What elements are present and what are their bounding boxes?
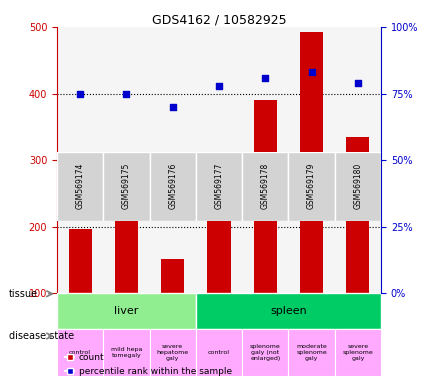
FancyBboxPatch shape [242, 329, 289, 376]
Bar [161, 259, 184, 360]
Point [215, 83, 223, 89]
FancyBboxPatch shape [196, 293, 381, 329]
Text: GSM569175: GSM569175 [122, 163, 131, 209]
FancyBboxPatch shape [57, 293, 196, 329]
Text: control: control [208, 350, 230, 355]
FancyBboxPatch shape [196, 152, 242, 221]
Text: GSM569179: GSM569179 [307, 163, 316, 209]
FancyBboxPatch shape [149, 152, 196, 221]
FancyBboxPatch shape [57, 152, 381, 221]
Text: severe
hepatome
galy: severe hepatome galy [157, 344, 189, 361]
Bar [346, 137, 370, 360]
Legend: count, percentile rank within the sample: count, percentile rank within the sample [61, 350, 235, 379]
Point [123, 91, 130, 97]
FancyBboxPatch shape [149, 329, 196, 376]
FancyBboxPatch shape [57, 152, 103, 221]
FancyBboxPatch shape [103, 329, 149, 376]
Text: mild hepa
tomegaly: mild hepa tomegaly [111, 347, 142, 358]
Bar [300, 32, 323, 360]
FancyBboxPatch shape [335, 152, 381, 221]
FancyBboxPatch shape [57, 329, 103, 376]
Text: GSM569180: GSM569180 [353, 163, 362, 209]
Bar [68, 229, 92, 360]
Bar [254, 100, 277, 360]
FancyBboxPatch shape [289, 152, 335, 221]
FancyBboxPatch shape [289, 329, 335, 376]
FancyBboxPatch shape [242, 152, 289, 221]
Text: disease state: disease state [9, 331, 74, 341]
Point [169, 104, 176, 110]
FancyBboxPatch shape [335, 329, 381, 376]
Text: tissue: tissue [9, 289, 38, 299]
Text: moderate
splenome
galy: moderate splenome galy [296, 344, 327, 361]
Text: splenome
galy (not
enlarged): splenome galy (not enlarged) [250, 344, 281, 361]
Point [354, 80, 361, 86]
Text: GSM569174: GSM569174 [76, 163, 85, 209]
Bar [115, 220, 138, 360]
Point [262, 74, 269, 81]
Point [308, 69, 315, 75]
Text: control: control [69, 350, 91, 355]
Point [77, 91, 84, 97]
Text: GSM569178: GSM569178 [261, 163, 270, 209]
Text: liver: liver [114, 306, 138, 316]
Text: spleen: spleen [270, 306, 307, 316]
FancyBboxPatch shape [103, 152, 149, 221]
Text: GDS4162 / 10582925: GDS4162 / 10582925 [152, 13, 286, 26]
Text: GSM569176: GSM569176 [168, 163, 177, 209]
Text: severe
splenome
galy: severe splenome galy [343, 344, 373, 361]
FancyBboxPatch shape [196, 329, 242, 376]
Text: GSM569177: GSM569177 [215, 163, 223, 209]
Bar [208, 179, 230, 360]
